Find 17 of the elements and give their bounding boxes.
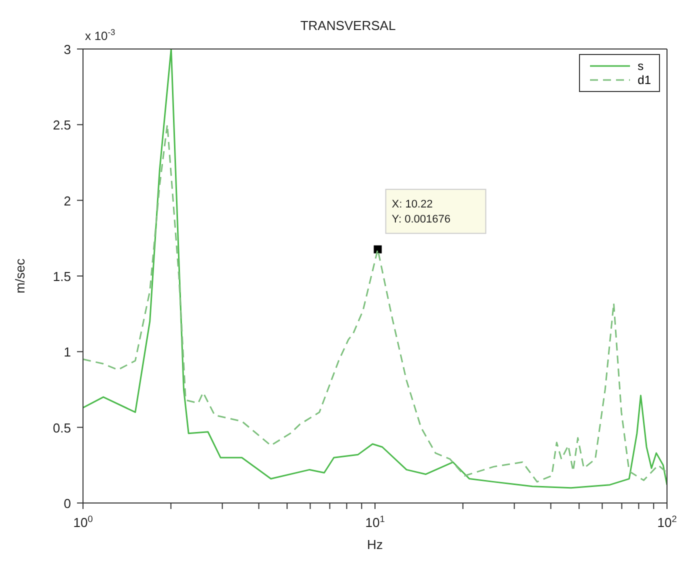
y-tick-label: 2.5: [52, 118, 71, 133]
text: x 10$^{-3}$: [85, 27, 116, 43]
y-tick-label: 0: [64, 496, 71, 511]
y-tick-label: 0.5: [52, 420, 71, 436]
chart-title: TRANSVERSAL: [300, 18, 396, 33]
y-tick-label: 1: [64, 344, 71, 360]
annotation: X: 10.22 Y: 0.001676: [392, 198, 450, 226]
y-axis-title: m/sec: [12, 258, 28, 294]
x-tick-label: 10$^{1}$: [365, 514, 385, 530]
legend-label: s: [638, 59, 644, 73]
x-tick-label: 10$^{0}$: [73, 514, 93, 530]
x-tick-label: 10$^{2}$: [657, 514, 677, 530]
y-tick-label: 2: [64, 193, 71, 208]
y-tick-label: 1.5: [52, 269, 71, 284]
legend-label: d1: [638, 73, 651, 87]
x-axis-title: Hz: [367, 537, 383, 552]
y-tick-label: 3: [64, 42, 71, 57]
